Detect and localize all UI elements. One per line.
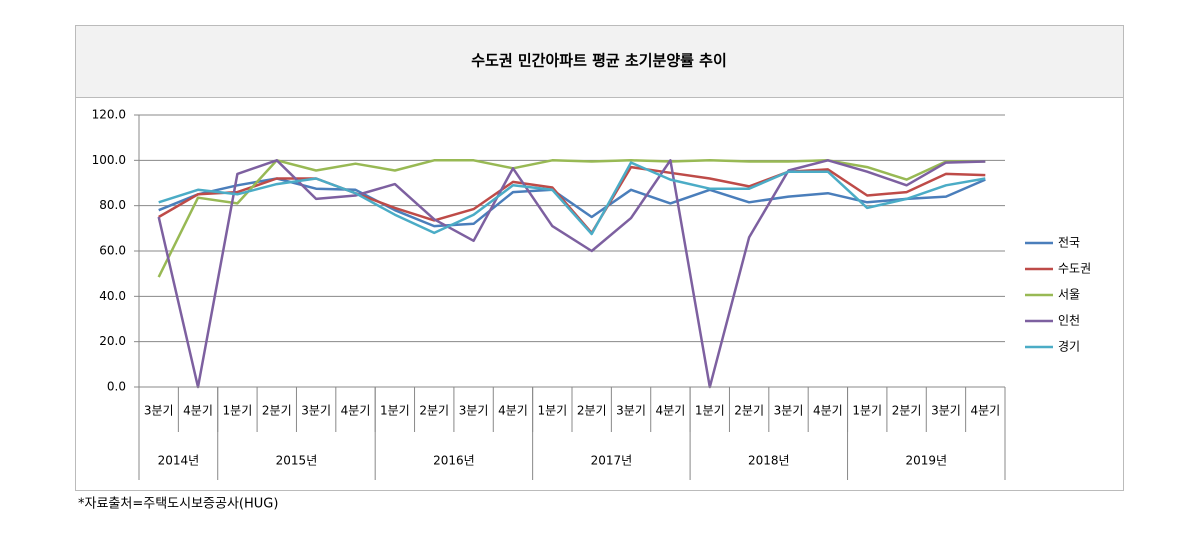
x-tick-label: 3분기 xyxy=(774,404,804,418)
x-tick-label: 2분기 xyxy=(892,404,922,418)
y-tick-label: 20.0 xyxy=(99,334,126,348)
series-line xyxy=(158,161,986,236)
y-tick-label: 120.0 xyxy=(92,108,126,122)
series-line xyxy=(158,177,986,228)
x-group-label: 2018년 xyxy=(748,454,790,468)
x-tick-label: 3분기 xyxy=(144,404,174,418)
x-tick-label: 1분기 xyxy=(223,404,253,418)
y-tick-label: 0.0 xyxy=(107,380,126,394)
x-group-label: 2014년 xyxy=(158,454,200,468)
title-band xyxy=(76,26,1123,97)
x-tick-label: 3분기 xyxy=(459,404,489,418)
series-line xyxy=(157,159,986,278)
x-group-label: 2015년 xyxy=(276,454,318,468)
x-group-label: 2019년 xyxy=(905,454,947,468)
x-tick-label: 4분기 xyxy=(970,404,1000,418)
chart-frame xyxy=(75,25,1124,491)
legend-label: 경기 xyxy=(1058,340,1080,354)
y-tick-label: 40.0 xyxy=(99,289,126,303)
legend-label: 서울 xyxy=(1058,288,1080,302)
x-tick-label: 4분기 xyxy=(656,404,686,418)
x-tick-label: 1분기 xyxy=(695,404,725,418)
x-tick-label: 3분기 xyxy=(931,404,961,418)
x-tick-label: 1분기 xyxy=(380,404,410,418)
y-tick-label: 60.0 xyxy=(99,244,126,258)
x-tick-label: 4분기 xyxy=(498,404,528,418)
x-group-label: 2017년 xyxy=(591,454,633,468)
x-tick-label: 4분기 xyxy=(341,404,371,418)
x-tick-label: 2분기 xyxy=(734,404,764,418)
series-line xyxy=(157,159,986,389)
x-tick-label: 2분기 xyxy=(577,404,607,418)
x-tick-label: 2분기 xyxy=(262,404,292,418)
y-tick-label: 80.0 xyxy=(99,198,126,212)
x-tick-label: 2분기 xyxy=(419,404,449,418)
legend-label: 인천 xyxy=(1058,313,1080,328)
x-tick-label: 4분기 xyxy=(813,404,843,418)
x-tick-label: 4분기 xyxy=(183,404,213,418)
x-tick-label: 3분기 xyxy=(301,404,331,418)
x-tick-label: 3분기 xyxy=(616,404,646,418)
x-group-label: 2016년 xyxy=(433,454,475,468)
x-tick-label: 1분기 xyxy=(537,404,567,418)
chart-title: 수도권 민간아파트 평균 초기분양률 추이 xyxy=(471,52,727,70)
legend-label: 전국 xyxy=(1058,236,1080,250)
x-tick-label: 1분기 xyxy=(852,404,882,418)
legend-label: 수도권 xyxy=(1058,262,1091,276)
y-tick-label: 100.0 xyxy=(92,153,126,167)
footnote: *자료출처=주택도시보증공사(HUG) xyxy=(78,497,278,512)
